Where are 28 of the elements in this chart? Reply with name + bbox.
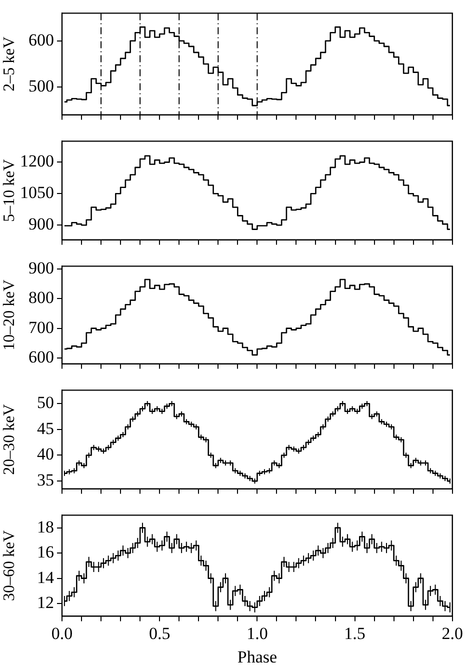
y-tick-label: 40 <box>37 444 54 464</box>
x-tick-label: 1.0 <box>246 624 268 643</box>
y-tick-label: 800 <box>28 288 54 308</box>
y-tick-label: 16 <box>37 542 54 562</box>
x-tick-label: 1.5 <box>344 624 366 643</box>
y-axis-title: 10–20 keV <box>0 279 18 350</box>
y-axis-title: 5–10 keV <box>0 158 18 222</box>
y-tick-label: 600 <box>28 347 54 366</box>
y-axis-title: 20–30 keV <box>0 404 18 475</box>
y-tick-label: 35 <box>37 470 54 490</box>
x-axis-title: Phase <box>237 647 278 666</box>
y-tick-label: 12 <box>37 593 54 612</box>
y-tick-label: 500 <box>28 76 54 96</box>
y-tick-label: 1050 <box>20 183 54 202</box>
y-axis-title: 2–5 keV <box>0 36 18 92</box>
y-tick-label: 900 <box>28 214 54 234</box>
y-tick-label: 50 <box>37 393 54 412</box>
y-tick-label: 1200 <box>20 152 54 171</box>
x-tick-label: 2.0 <box>442 624 463 643</box>
y-tick-label: 900 <box>28 258 54 278</box>
y-tick-label: 700 <box>28 318 54 337</box>
x-tick-label: 0.5 <box>148 624 170 643</box>
y-tick-label: 45 <box>37 418 54 438</box>
y-tick-label: 18 <box>37 517 54 536</box>
y-axis-title: 30–60 keV <box>0 530 18 602</box>
y-tick-label: 14 <box>37 568 54 587</box>
y-tick-label: 600 <box>28 30 54 50</box>
x-tick-label: 0.0 <box>51 624 73 643</box>
